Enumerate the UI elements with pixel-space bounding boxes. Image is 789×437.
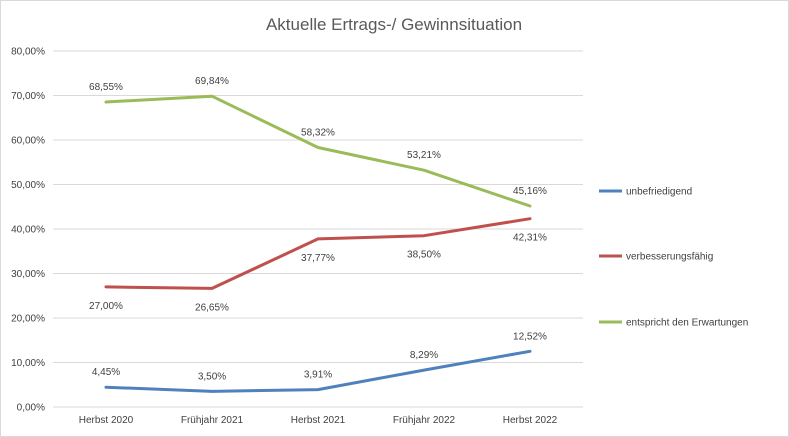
x-tick-label: Herbst 2022 — [503, 415, 558, 426]
x-tick-label: Herbst 2021 — [291, 415, 346, 426]
data-labels: 4,45% 3,50% 3,91% 8,29% 12,52% 27,00% 26,65% 37… — [89, 76, 547, 382]
y-tick-label: 0,00% — [17, 403, 45, 414]
data-label: 42,31% — [513, 233, 547, 244]
y-tick-label: 70,00% — [11, 91, 45, 102]
series-lines — [104, 94, 532, 393]
y-axis-ticks: 0,00% 10,00% 20,00% 30,00% 40,00% 50,00% 60,00… — [11, 47, 45, 414]
data-label: 4,45% — [92, 367, 120, 378]
data-label: 37,77% — [301, 253, 335, 264]
chart-title: Aktuelle Ertrags-/ Gewinnsituation — [266, 15, 522, 34]
series-line-2 — [104, 94, 532, 208]
y-tick-label: 30,00% — [11, 269, 45, 280]
legend-label: entspricht den Erwartungen — [626, 318, 748, 329]
y-tick-label: 20,00% — [11, 314, 45, 325]
x-tick-label: Frühjahr 2021 — [181, 415, 244, 426]
y-tick-label: 60,00% — [11, 136, 45, 147]
data-label: 38,50% — [407, 250, 441, 261]
y-tick-label: 10,00% — [11, 358, 45, 369]
data-label: 3,91% — [304, 370, 332, 381]
data-label: 3,50% — [198, 371, 226, 382]
data-label: 68,55% — [89, 82, 123, 93]
legend-label: unbefriedigend — [626, 187, 692, 198]
legend: unbefriedigend verbesserungsfähig entspric… — [599, 187, 748, 329]
x-axis-ticks: Herbst 2020 Frühjahr 2021 Herbst 2021 Frühj… — [79, 415, 558, 426]
y-tick-label: 50,00% — [11, 180, 45, 191]
data-label: 45,16% — [513, 186, 547, 197]
data-label: 12,52% — [513, 331, 547, 342]
y-tick-label: 40,00% — [11, 225, 45, 236]
data-label: 26,65% — [195, 302, 229, 313]
data-label: 69,84% — [195, 76, 229, 87]
data-label: 58,32% — [301, 127, 335, 138]
series-line-0 — [104, 349, 532, 393]
data-label: 8,29% — [410, 350, 438, 361]
legend-label: verbesserungsfähig — [626, 252, 713, 263]
series-line-1 — [104, 217, 532, 290]
data-label: 27,00% — [89, 301, 123, 312]
data-label: 53,21% — [407, 150, 441, 161]
x-tick-label: Frühjahr 2022 — [393, 415, 456, 426]
gridlines — [53, 50, 583, 408]
y-tick-label: 80,00% — [11, 47, 45, 58]
x-tick-label: Herbst 2020 — [79, 415, 134, 426]
